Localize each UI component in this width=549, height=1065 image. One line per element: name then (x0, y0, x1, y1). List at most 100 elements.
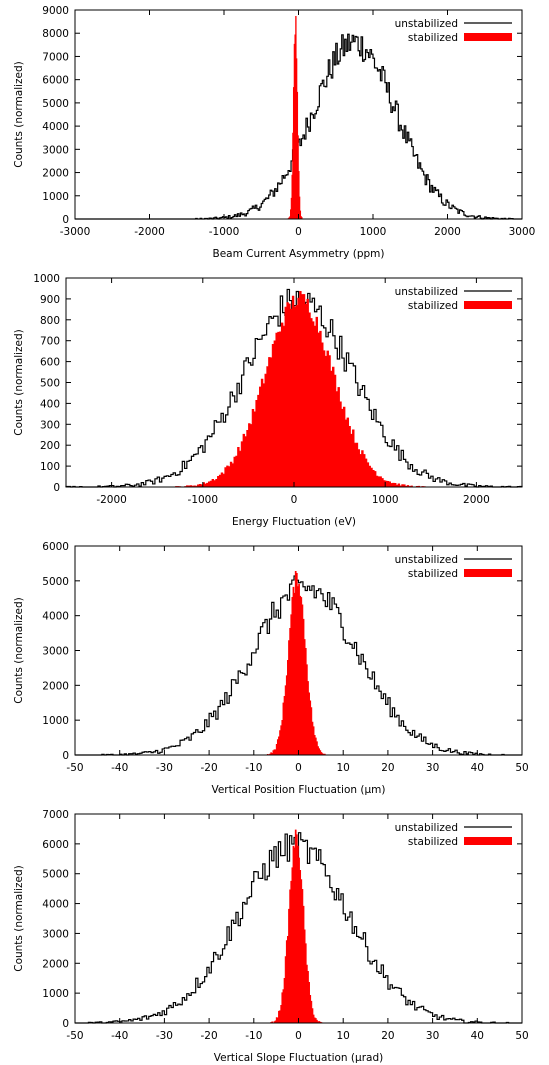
y-tick-label: 0 (62, 214, 69, 226)
x-tick-label: -2000 (134, 226, 165, 238)
series-unstabilized-histogram (75, 575, 522, 756)
legend-swatch-stabilized (464, 837, 512, 845)
y-tick-label: 4000 (42, 899, 69, 911)
x-tick-label: 50 (515, 1030, 528, 1042)
y-tick-label: 1000 (42, 191, 69, 203)
x-tick-label: -2000 (96, 494, 127, 506)
y-tick-label: 0 (62, 1018, 69, 1030)
x-axis-label: Vertical Slope Fluctuation (µrad) (214, 1052, 383, 1064)
y-tick-label: 4000 (42, 121, 69, 133)
y-tick-label: 100 (40, 461, 60, 473)
x-tick-label: -30 (156, 762, 173, 774)
chart-panel-2: -2000 -1000 0 1000 2000 0 100 200 300 400 500 600 70… (13, 273, 523, 528)
legend-label-unstabilized: unstabilized (395, 286, 458, 298)
x-tick-label: -1000 (209, 226, 240, 238)
y-tick-label: 200 (40, 440, 60, 452)
legend-label-unstabilized: unstabilized (395, 554, 458, 566)
legend-label-unstabilized: unstabilized (395, 18, 458, 30)
y-tick-label: 2000 (42, 168, 69, 180)
x-tick-label: -40 (111, 1030, 128, 1042)
y-tick-label: 3000 (42, 928, 69, 940)
legend-swatch-stabilized (464, 301, 512, 309)
series-stabilized-histogram (75, 15, 522, 220)
y-tick-label: 5000 (42, 869, 69, 881)
x-tick-label: 30 (426, 762, 439, 774)
series-stabilized-histogram (75, 829, 522, 1024)
y-tick-label: 6000 (42, 541, 69, 553)
y-tick-label: 9000 (42, 5, 69, 17)
y-axis-label: Counts (normalized) (13, 61, 25, 168)
x-tick-label: -10 (245, 1030, 262, 1042)
y-tick-label: 2000 (42, 958, 69, 970)
x-axis-label: Energy Fluctuation (eV) (232, 516, 356, 528)
y-tick-label: 0 (62, 750, 69, 762)
y-tick-label: 1000 (33, 273, 60, 285)
x-tick-label: 2000 (434, 226, 461, 238)
chart-panel-3: -50 -40 -30 -20 -10 0 10 20 30 40 50 0 1000 2000 3000 4… (13, 541, 529, 796)
y-axis-label: Counts (normalized) (13, 597, 25, 704)
x-tick-label: 40 (471, 762, 484, 774)
x-axis-label: Beam Current Asymmetry (ppm) (213, 248, 385, 260)
y-tick-label: 400 (40, 398, 60, 410)
x-tick-label: 50 (515, 762, 528, 774)
x-tick-label: 1000 (360, 226, 387, 238)
legend-swatch-stabilized (464, 569, 512, 577)
x-tick-label: 0 (295, 762, 302, 774)
x-tick-label: -50 (66, 1030, 83, 1042)
series-unstabilized-histogram (75, 832, 522, 1024)
y-tick-label: 300 (40, 419, 60, 431)
x-tick-label: 2000 (463, 494, 490, 506)
x-tick-label: 20 (381, 762, 394, 774)
x-axis-label: Vertical Position Fluctuation (µm) (211, 784, 385, 796)
y-tick-label: 6000 (42, 75, 69, 87)
x-tick-label: 0 (291, 494, 298, 506)
x-tick-label: 0 (295, 226, 302, 238)
x-tick-label: -20 (201, 762, 218, 774)
y-tick-label: 900 (40, 294, 60, 306)
chart-panel-1: -3000 -2000 -1000 0 1000 2000 3000 0 1000 2000 300… (13, 5, 535, 260)
chart-panel-4: -50 -40 -30 -20 -10 0 10 20 30 40 50 0 1000 2000 3000 4… (13, 809, 529, 1064)
legend-label-stabilized: stabilized (408, 300, 458, 312)
y-tick-label: 8000 (42, 28, 69, 40)
y-tick-label: 6000 (42, 839, 69, 851)
y-tick-label: 1000 (42, 988, 69, 1000)
legend-label-stabilized: stabilized (408, 836, 458, 848)
x-tick-label: 10 (337, 762, 350, 774)
x-tick-label: 10 (337, 1030, 350, 1042)
x-tick-label: -50 (66, 762, 83, 774)
y-tick-label: 600 (40, 357, 60, 369)
y-tick-label: 7000 (42, 809, 69, 821)
y-tick-label: 5000 (42, 98, 69, 110)
y-tick-label: 2000 (42, 680, 69, 692)
legend-label-stabilized: stabilized (408, 32, 458, 44)
x-tick-label: -20 (201, 1030, 218, 1042)
y-tick-label: 7000 (42, 51, 69, 63)
series-stabilized-histogram (75, 571, 522, 756)
series-stabilized-histogram (66, 291, 522, 488)
legend-swatch-stabilized (464, 33, 512, 41)
y-axis-label: Counts (normalized) (13, 329, 25, 436)
x-tick-label: 0 (295, 1030, 302, 1042)
x-tick-label: 3000 (509, 226, 536, 238)
x-tick-label: -1000 (188, 494, 219, 506)
legend-label-stabilized: stabilized (408, 568, 458, 580)
x-tick-label: 40 (471, 1030, 484, 1042)
y-tick-label: 3000 (42, 144, 69, 156)
y-tick-label: 800 (40, 315, 60, 327)
y-tick-label: 500 (40, 378, 60, 390)
y-tick-label: 1000 (42, 715, 69, 727)
x-tick-label: 20 (381, 1030, 394, 1042)
y-tick-label: 0 (53, 482, 60, 494)
x-tick-label: -10 (245, 762, 262, 774)
x-tick-label: -30 (156, 1030, 173, 1042)
y-tick-label: 4000 (42, 611, 69, 623)
y-tick-label: 3000 (42, 646, 69, 658)
y-tick-label: 5000 (42, 576, 69, 588)
y-tick-label: 700 (40, 336, 60, 348)
x-tick-label: 30 (426, 1030, 439, 1042)
legend-label-unstabilized: unstabilized (395, 822, 458, 834)
x-tick-label: -3000 (60, 226, 91, 238)
x-tick-label: -40 (111, 762, 128, 774)
y-axis-label: Counts (normalized) (13, 865, 25, 972)
